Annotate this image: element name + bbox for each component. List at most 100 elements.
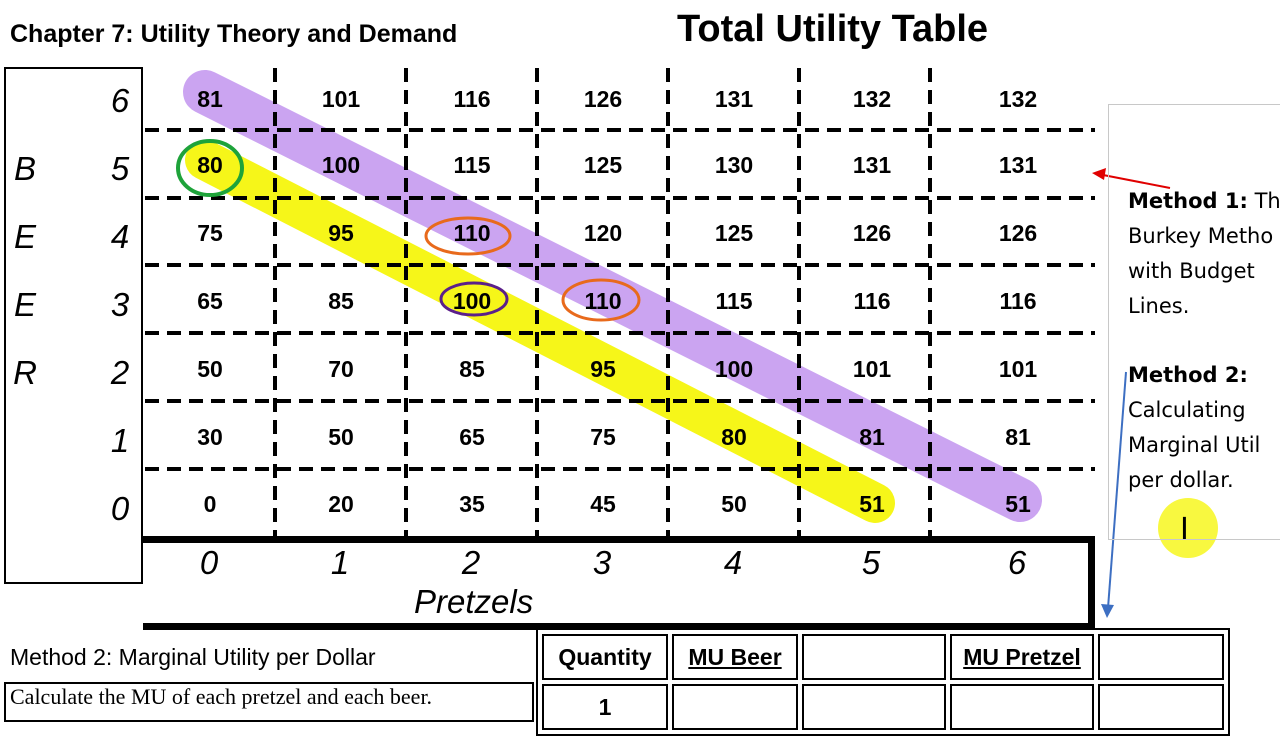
beer-qty-0: 0 <box>110 490 130 527</box>
utility-cell: 81 <box>197 86 223 112</box>
orange-circle-1 <box>424 216 512 256</box>
utility-cell: 116 <box>853 288 891 314</box>
grid-lines <box>145 68 1095 536</box>
mu-table-header-row: Quantity MU Beer MU Pretzel <box>542 634 1224 680</box>
pretzel-qty-1: 1 <box>330 544 350 581</box>
utility-cell: 0 <box>203 491 217 517</box>
beer-qty-2: 2 <box>110 354 130 391</box>
utility-cell: 65 <box>459 424 485 450</box>
method1-line: Burkey Metho <box>1128 224 1274 248</box>
utility-cell: 131 <box>852 152 892 178</box>
mu-header-blank <box>802 634 946 680</box>
utility-cell: 30 <box>197 424 223 450</box>
utility-cell: 101 <box>321 86 361 112</box>
mu-header-quantity: Quantity <box>542 634 668 680</box>
utility-cell: 100 <box>452 288 492 314</box>
utility-cell: 130 <box>714 152 754 178</box>
utility-cell: 126 <box>998 220 1038 246</box>
mu-table: Quantity MU Beer MU Pretzel 1 <box>536 628 1230 736</box>
utility-cell: 110 <box>584 288 622 314</box>
text-cursor-icon: I <box>1180 512 1189 547</box>
beer-letter-e1: E <box>13 218 36 255</box>
pretzel-axis-box <box>143 536 1095 630</box>
mu-cell-quantity: 1 <box>542 684 668 730</box>
utility-cell: 20 <box>328 491 354 517</box>
yellow-highlight-stroke <box>185 140 895 523</box>
method1-text: Method 1: Th Burkey Metho with Budget Li… <box>1128 184 1280 324</box>
utility-cell: 81 <box>1005 424 1031 450</box>
utility-cell: 35 <box>459 491 485 517</box>
beer-qty-6: 6 <box>110 82 130 119</box>
table-row: 1 <box>542 684 1224 730</box>
utility-cell: 115 <box>715 288 753 314</box>
utility-cell: 50 <box>197 356 223 382</box>
utility-cell: 116 <box>453 86 491 112</box>
utility-cell: 131 <box>714 86 754 112</box>
mu-cell <box>950 684 1094 730</box>
mu-header-mu-pretzel: MU Pretzel <box>950 634 1094 680</box>
beer-qty-5: 5 <box>110 150 130 187</box>
instruction-text: Calculate the MU of each pretzel and eac… <box>10 684 433 709</box>
method1-label: Method 1: <box>1128 189 1248 213</box>
mu-header-blank <box>1098 634 1224 680</box>
method2-text: Method 2: Calculating Marginal Util per … <box>1128 358 1260 498</box>
orange-circle-2 <box>561 278 641 322</box>
method2-line: Calculating <box>1128 398 1246 422</box>
mu-header-mu-beer: MU Beer <box>672 634 798 680</box>
beer-axis-box <box>4 67 143 584</box>
methods-panel <box>1108 104 1280 540</box>
cursor-highlight <box>1158 498 1218 558</box>
method2-line: per dollar. <box>1128 468 1234 492</box>
utility-cell: 120 <box>583 220 623 246</box>
utility-cell: 101 <box>852 356 892 382</box>
page-title: Total Utility Table <box>677 8 989 50</box>
utility-cell: 100 <box>714 356 754 382</box>
purple-highlight-stroke <box>183 70 1042 522</box>
highlight-layer <box>183 70 1042 523</box>
pretzel-qty-0: 0 <box>199 544 219 581</box>
pretzel-qty-6: 6 <box>1007 544 1027 581</box>
utility-cell: 75 <box>197 220 223 246</box>
utility-cell: 125 <box>583 152 623 178</box>
beer-qty-3: 3 <box>110 286 130 323</box>
utility-cell: 51 <box>859 491 885 517</box>
utility-cell: 116 <box>999 288 1037 314</box>
utility-cell: 50 <box>328 424 354 450</box>
purple-circle <box>439 281 509 317</box>
pretzel-qty-2: 2 <box>461 544 481 581</box>
blue-arrow <box>1101 371 1127 618</box>
utility-cell: 131 <box>998 152 1038 178</box>
utility-cell: 81 <box>859 424 885 450</box>
pretzel-qty-5: 5 <box>861 544 881 581</box>
utility-cell: 80 <box>721 424 747 450</box>
utility-cell: 45 <box>590 491 616 517</box>
chapter-title: Chapter 7: Utility Theory and Demand <box>10 20 458 48</box>
beer-qty-4: 4 <box>110 218 130 255</box>
utility-cell: 125 <box>714 220 754 246</box>
utility-cell: 95 <box>590 356 616 382</box>
red-arrow <box>1092 168 1171 189</box>
beer-qty-1: 1 <box>110 422 130 459</box>
utility-cell: 65 <box>197 288 223 314</box>
utility-cell: 95 <box>328 220 354 246</box>
mu-cell <box>802 684 946 730</box>
method1-line: with Budget <box>1128 259 1255 283</box>
mu-cell <box>672 684 798 730</box>
utility-cell: 85 <box>459 356 485 382</box>
utility-cell: 80 <box>197 152 223 178</box>
method1-line: Lines. <box>1128 294 1190 318</box>
method2-line: Marginal Util <box>1128 433 1261 457</box>
utility-cell: 50 <box>721 491 747 517</box>
utility-cell: 132 <box>998 86 1038 112</box>
utility-cell: 115 <box>453 152 491 178</box>
utility-cell: 85 <box>328 288 354 314</box>
method2-heading: Method 2: Marginal Utility per Dollar <box>10 644 376 670</box>
utility-cell: 110 <box>453 220 491 246</box>
pretzel-qty-3: 3 <box>592 544 612 581</box>
utility-cell: 101 <box>998 356 1038 382</box>
method2-label: Method 2: <box>1128 363 1248 387</box>
method1-line: Th <box>1254 189 1280 213</box>
beer-letter-e2: E <box>13 286 36 323</box>
utility-cell: 75 <box>590 424 616 450</box>
utility-cell: 132 <box>852 86 892 112</box>
